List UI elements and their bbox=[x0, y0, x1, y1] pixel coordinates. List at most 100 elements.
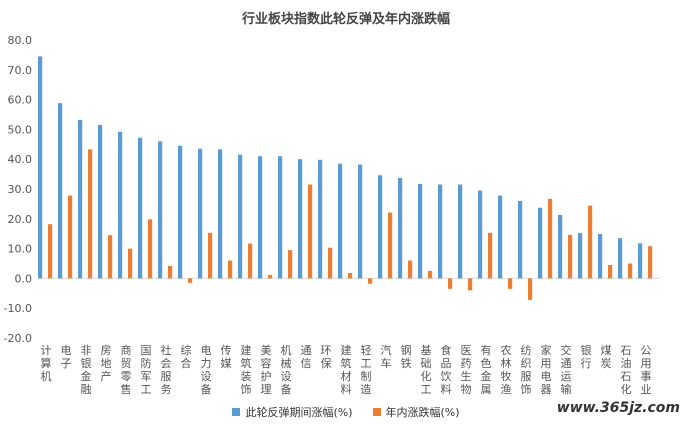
x-tick-label: 医药生物 bbox=[461, 344, 472, 396]
x-tick-label: 家用电器 bbox=[541, 343, 552, 396]
bar-rebound bbox=[178, 145, 183, 279]
bar-rebound bbox=[638, 243, 643, 279]
bar-ytd bbox=[448, 278, 453, 289]
y-tick-label: 10.0 bbox=[8, 243, 33, 256]
bar-rebound bbox=[78, 119, 83, 279]
y-tick-label: 80.0 bbox=[8, 34, 33, 47]
bar-ytd bbox=[468, 278, 473, 291]
bar-rebound bbox=[98, 124, 103, 279]
bar-rebound bbox=[578, 233, 583, 279]
bar-rebound bbox=[278, 156, 283, 279]
bar-ytd bbox=[148, 219, 153, 279]
bar-ytd bbox=[348, 273, 353, 279]
y-tick-label: 70.0 bbox=[8, 64, 33, 77]
x-tick-label: 纺织服饰 bbox=[521, 343, 532, 396]
x-tick-label: 环保 bbox=[321, 344, 332, 370]
bar-rebound bbox=[218, 149, 223, 279]
bar-ytd bbox=[168, 265, 173, 279]
bar-rebound bbox=[58, 103, 63, 279]
bar-rebound bbox=[298, 159, 303, 279]
x-tick-label: 美容护理 bbox=[261, 344, 272, 396]
bar-rebound bbox=[318, 159, 323, 279]
bar-ytd bbox=[508, 278, 513, 289]
x-tick-label: 汽车 bbox=[381, 343, 392, 370]
bar-rebound bbox=[598, 233, 603, 279]
x-tick-label: 计算机 bbox=[41, 344, 52, 383]
x-tick-label: 建筑装饰 bbox=[241, 343, 252, 396]
watermark-text: www.365jz.com bbox=[556, 400, 680, 416]
legend-item-ytd: 年内涨跌幅(%) bbox=[372, 404, 460, 420]
bar-ytd bbox=[408, 260, 413, 279]
bar-ytd bbox=[388, 212, 393, 279]
chart-title: 行业板块指数此轮反弹及年内涨跌幅 bbox=[241, 12, 450, 27]
y-tick-label: -10.0 bbox=[4, 302, 32, 315]
bar-rebound bbox=[138, 137, 143, 279]
bar-ytd bbox=[568, 234, 573, 279]
legend-swatch-rebound bbox=[232, 408, 241, 416]
x-tick-label: 房地产 bbox=[101, 344, 112, 383]
y-tick-label: 60.0 bbox=[8, 94, 33, 107]
bar-rebound bbox=[458, 184, 463, 279]
x-tick-label: 银行 bbox=[581, 343, 592, 370]
x-tick-label: 综合 bbox=[181, 343, 192, 370]
y-tick-label: 0.0 bbox=[15, 272, 33, 285]
bar-rebound bbox=[258, 156, 263, 279]
bar-rebound bbox=[398, 177, 403, 279]
bar-ytd bbox=[268, 274, 273, 279]
bar-rebound bbox=[118, 131, 123, 279]
bar-ytd bbox=[208, 232, 213, 279]
x-tick-label: 社会服务 bbox=[161, 343, 172, 396]
bar-rebound bbox=[498, 195, 503, 279]
bar-rebound bbox=[378, 175, 383, 279]
bar-ytd bbox=[228, 260, 233, 279]
x-tick-label: 煤炭 bbox=[601, 344, 612, 370]
bar-ytd bbox=[648, 246, 653, 279]
x-tick-label: 非银金融 bbox=[81, 344, 92, 396]
bar-chart: -20.0 -10.0 0.0 10.0 20.0 30.0 40.0 50.0 60.0 70.… bbox=[4, 34, 660, 396]
bar-ytd bbox=[48, 224, 53, 279]
bar-rebound bbox=[478, 190, 483, 279]
bar-rebound bbox=[198, 148, 203, 279]
legend-item-rebound: 此轮反弹期间涨幅(%) bbox=[232, 404, 353, 420]
bar-rebound bbox=[438, 184, 443, 279]
bar-ytd bbox=[528, 278, 533, 300]
bar-rebound bbox=[238, 154, 243, 279]
bar-ytd bbox=[548, 198, 553, 279]
x-tick-label: 传媒 bbox=[221, 344, 232, 370]
legend-swatch-ytd bbox=[372, 408, 381, 416]
bar-ytd bbox=[68, 195, 73, 279]
legend: 此轮反弹期间涨幅(%) 年内涨跌幅(%) bbox=[0, 404, 692, 420]
x-tick-label: 钢铁 bbox=[401, 344, 412, 370]
bar-rebound bbox=[418, 183, 423, 279]
legend-label-rebound: 此轮反弹期间涨幅(%) bbox=[245, 406, 353, 419]
bar-rebound bbox=[538, 207, 543, 279]
bar-ytd bbox=[108, 235, 113, 279]
bar-ytd bbox=[128, 248, 133, 279]
x-tick-label: 商贸零售 bbox=[121, 343, 132, 396]
bar-ytd bbox=[588, 205, 593, 279]
bar-rebound bbox=[518, 200, 523, 279]
x-tick-label: 电子 bbox=[61, 344, 72, 370]
x-tick-label: 机械设备 bbox=[281, 343, 292, 396]
y-tick-label: 30.0 bbox=[8, 183, 33, 196]
y-tick-label: 50.0 bbox=[8, 123, 33, 136]
bar-ytd bbox=[628, 263, 633, 279]
x-tick-label: 农林牧渔 bbox=[501, 343, 512, 396]
y-tick-label: 40.0 bbox=[8, 153, 33, 166]
x-tick-label: 交通运输 bbox=[561, 343, 572, 396]
bar-rebound bbox=[158, 141, 163, 279]
bar-ytd bbox=[308, 184, 313, 279]
x-tick-label: 公用事业 bbox=[641, 344, 652, 396]
legend-label-ytd: 年内涨跌幅(%) bbox=[385, 406, 460, 419]
x-tick-label: 食品饮料 bbox=[441, 343, 452, 396]
x-tick-label: 建筑材料 bbox=[341, 343, 352, 396]
x-tick-label: 通信 bbox=[301, 344, 312, 370]
bar-ytd bbox=[328, 247, 333, 279]
bar-rebound bbox=[358, 164, 363, 279]
bar-ytd bbox=[248, 243, 253, 279]
bar-rebound bbox=[338, 163, 343, 279]
bar-rebound bbox=[558, 214, 563, 279]
bar-rebound bbox=[38, 56, 43, 279]
bar-ytd bbox=[428, 270, 433, 279]
